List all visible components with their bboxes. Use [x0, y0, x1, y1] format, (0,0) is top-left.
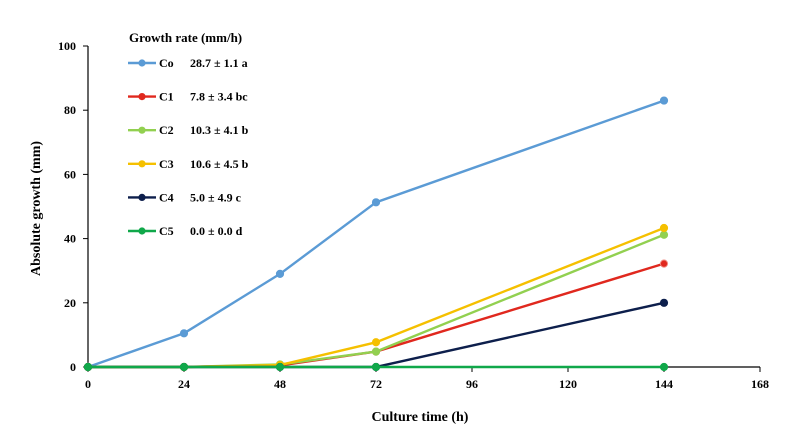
legend-item-c3: C3 10.6 ± 4.5 b [128, 157, 249, 171]
legend-series-name: C2 [159, 123, 174, 137]
legend-growth-rate: 10.6 ± 4.5 b [190, 157, 249, 171]
data-point [275, 362, 285, 372]
legend-swatch-marker [138, 126, 146, 134]
data-point [83, 362, 93, 372]
legend-growth-rate: 28.7 ± 1.1 a [190, 56, 248, 70]
x-tick-label: 120 [559, 377, 577, 391]
y-tick-label: 20 [64, 296, 76, 310]
x-tick-label: 0 [85, 377, 91, 391]
legend-swatch-marker [138, 227, 146, 235]
x-tick-label: 48 [274, 377, 286, 391]
legend-series-name: C4 [159, 190, 174, 204]
data-point [371, 347, 381, 356]
legend-item-c4: C4 5.0 ± 4.9 c [128, 190, 242, 204]
x-tick-label: 24 [178, 377, 190, 391]
legend-item-c1: C1 7.8 ± 3.4 bc [128, 90, 248, 104]
y-tick-label: 60 [64, 167, 76, 181]
data-point [179, 329, 189, 338]
legend-item-c2: C2 10.3 ± 4.1 b [128, 123, 249, 137]
legend-series-name: C5 [159, 224, 174, 238]
legend-series-name: C1 [159, 90, 174, 104]
legend-swatch-marker [138, 193, 146, 201]
series-line-c4 [88, 301, 665, 369]
y-tick-label: 80 [64, 103, 76, 117]
legend-title: Growth rate (mm/h) [129, 30, 242, 45]
legend-item-co: Co 28.7 ± 1.1 a [128, 56, 248, 70]
legend-swatch-marker [138, 160, 146, 168]
y-tick-label: 100 [58, 39, 76, 53]
series [83, 96, 669, 372]
axes [87, 46, 760, 368]
data-point [371, 362, 381, 372]
x-tick-label: 72 [370, 377, 382, 391]
series-c5 [83, 362, 669, 372]
legend-growth-rate: 0.0 ± 0.0 d [190, 224, 243, 238]
legend-series-name: C3 [159, 157, 174, 171]
data-point [275, 269, 285, 279]
series-line-c2 [88, 233, 665, 369]
y-tick-label: 40 [64, 232, 76, 246]
legend-growth-rate: 10.3 ± 4.1 b [190, 123, 249, 137]
data-point [659, 223, 669, 233]
series-line-co [87, 99, 665, 369]
legend: Growth rate (mm/h) Co 28.7 ± 1.1 a C1 7.8 ±… [128, 30, 249, 238]
y-axis-title: Absolute growth (mm) [29, 141, 44, 276]
data-point [659, 96, 669, 105]
data-point [371, 198, 381, 207]
data-point [659, 230, 669, 239]
x-tick-label: 168 [751, 377, 769, 391]
data-point [371, 338, 381, 347]
legend-growth-rate: 7.8 ± 3.4 bc [190, 90, 248, 104]
series-c4 [83, 298, 669, 372]
x-tick-label: 96 [466, 377, 478, 391]
data-point [659, 298, 669, 307]
x-axis-title: Culture time (h) [372, 410, 469, 425]
x-tick-label: 144 [655, 377, 673, 391]
legend-swatch-marker [138, 93, 146, 101]
data-point [179, 362, 189, 372]
data-point [659, 362, 669, 372]
series-c2 [83, 230, 669, 372]
legend-growth-rate: 5.0 ± 4.9 c [190, 190, 242, 204]
legend-series-name: Co [159, 56, 174, 70]
legend-swatch-marker [138, 59, 146, 67]
data-point [659, 259, 669, 268]
legend-item-c5: C5 0.0 ± 0.0 d [128, 224, 243, 238]
y-tick-label: 0 [70, 360, 76, 374]
